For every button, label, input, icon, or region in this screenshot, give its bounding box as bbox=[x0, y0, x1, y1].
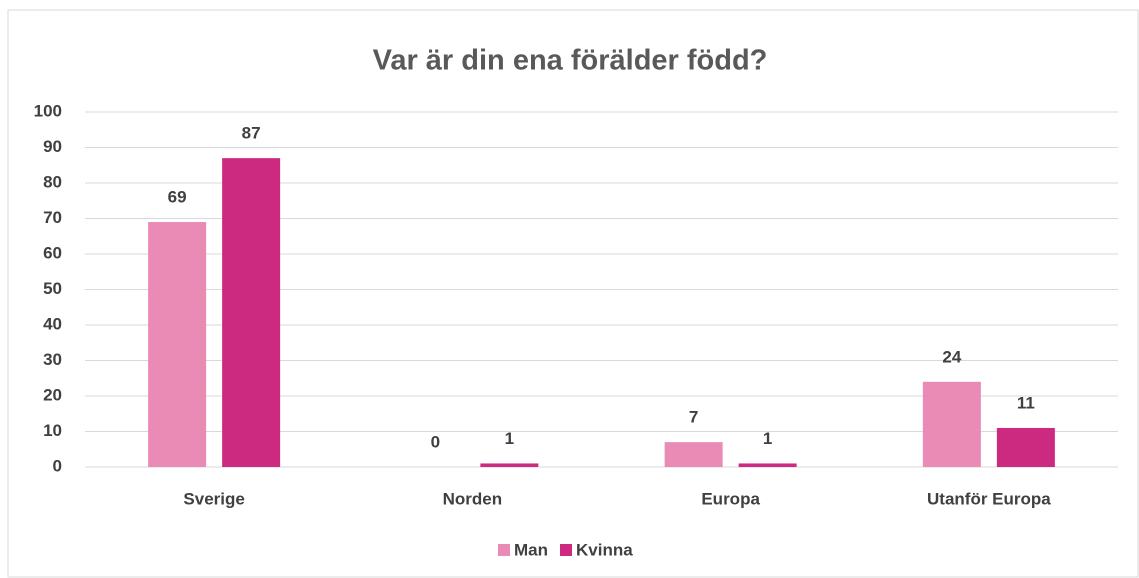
legend-label: Man bbox=[514, 540, 548, 559]
bar bbox=[222, 158, 281, 467]
data-label: 69 bbox=[168, 188, 187, 207]
y-tick-label: 100 bbox=[34, 101, 62, 120]
bar bbox=[738, 463, 797, 467]
bar bbox=[664, 442, 723, 467]
bar bbox=[480, 463, 539, 467]
chart-title: Var är din ena förälder född? bbox=[373, 45, 768, 77]
x-tick-label: Utanför Europa bbox=[927, 489, 1051, 508]
x-tick-label: Europa bbox=[701, 489, 760, 508]
y-tick-label: 70 bbox=[43, 208, 62, 227]
y-tick-label: 30 bbox=[43, 350, 62, 369]
data-label: 1 bbox=[763, 429, 772, 448]
legend-label: Kvinna bbox=[576, 540, 633, 559]
y-tick-label: 50 bbox=[43, 279, 62, 298]
y-tick-label: 0 bbox=[53, 456, 62, 475]
legend-swatch bbox=[498, 544, 510, 556]
data-label: 11 bbox=[1017, 393, 1035, 412]
x-tick-label: Sverige bbox=[183, 489, 244, 508]
y-tick-label: 20 bbox=[43, 385, 62, 404]
data-label: 87 bbox=[242, 124, 261, 143]
data-label: 7 bbox=[689, 408, 698, 427]
data-label: 0 bbox=[431, 432, 440, 451]
bar bbox=[922, 381, 981, 467]
y-tick-label: 90 bbox=[43, 137, 62, 156]
y-tick-label: 10 bbox=[43, 421, 62, 440]
y-tick-label: 80 bbox=[43, 172, 62, 191]
x-tick-label: Norden bbox=[443, 489, 503, 508]
y-tick-label: 60 bbox=[43, 243, 62, 262]
legend-swatch bbox=[560, 544, 572, 556]
data-label: 1 bbox=[505, 429, 514, 448]
data-label: 24 bbox=[942, 347, 961, 366]
bar bbox=[148, 222, 207, 467]
y-tick-label: 40 bbox=[43, 314, 62, 333]
bar bbox=[996, 427, 1055, 467]
